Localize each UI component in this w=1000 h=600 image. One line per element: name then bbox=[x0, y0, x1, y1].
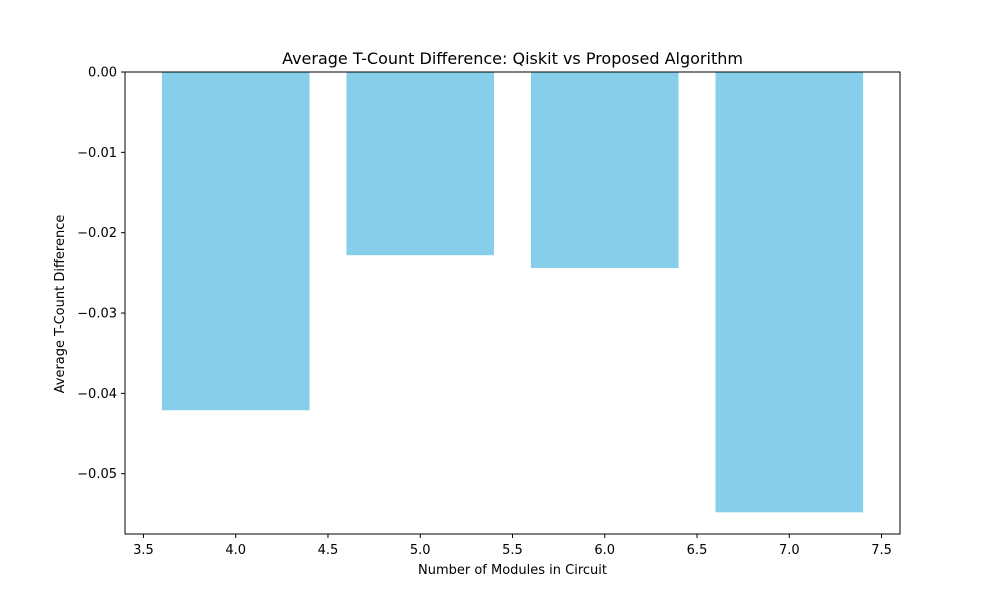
x-tick-label: 5.0 bbox=[410, 543, 431, 558]
bar-6 bbox=[530, 72, 679, 269]
x-axis-ticks: 3.5 4.0 4.5 5.0 5.5 6.0 6.5 7.0 7.5 bbox=[133, 534, 892, 558]
y-tick-label: −0.04 bbox=[77, 387, 117, 402]
x-tick-label: 4.5 bbox=[318, 543, 339, 558]
y-tick-label: −0.01 bbox=[77, 146, 117, 161]
x-tick-label: 6.0 bbox=[594, 543, 615, 558]
plot-frame bbox=[124, 71, 901, 535]
x-tick-label: 6.5 bbox=[687, 543, 708, 558]
y-tick-label: −0.05 bbox=[77, 467, 117, 482]
y-tick-label: 0.00 bbox=[88, 66, 117, 81]
y-axis-ticks: 0.00 −0.01 −0.02 −0.03 −0.04 −0.05 bbox=[77, 66, 125, 482]
x-tick-label: 7.0 bbox=[779, 543, 800, 558]
x-axis-label: Number of Modules in Circuit bbox=[418, 563, 607, 578]
bar-5 bbox=[346, 72, 495, 256]
bar-7 bbox=[715, 72, 864, 513]
y-tick-label: −0.02 bbox=[77, 226, 117, 241]
x-tick-label: 7.5 bbox=[871, 543, 892, 558]
x-tick-label: 4.0 bbox=[225, 543, 246, 558]
y-axis-label: Average T-Count Difference bbox=[53, 215, 68, 394]
x-tick-label: 5.5 bbox=[502, 543, 523, 558]
chart-title: Average T-Count Difference: Qiskit vs Pr… bbox=[282, 49, 743, 68]
bars-group bbox=[161, 72, 864, 513]
bar-4 bbox=[161, 72, 310, 411]
y-tick-label: −0.03 bbox=[77, 307, 117, 322]
x-tick-label: 3.5 bbox=[133, 543, 154, 558]
